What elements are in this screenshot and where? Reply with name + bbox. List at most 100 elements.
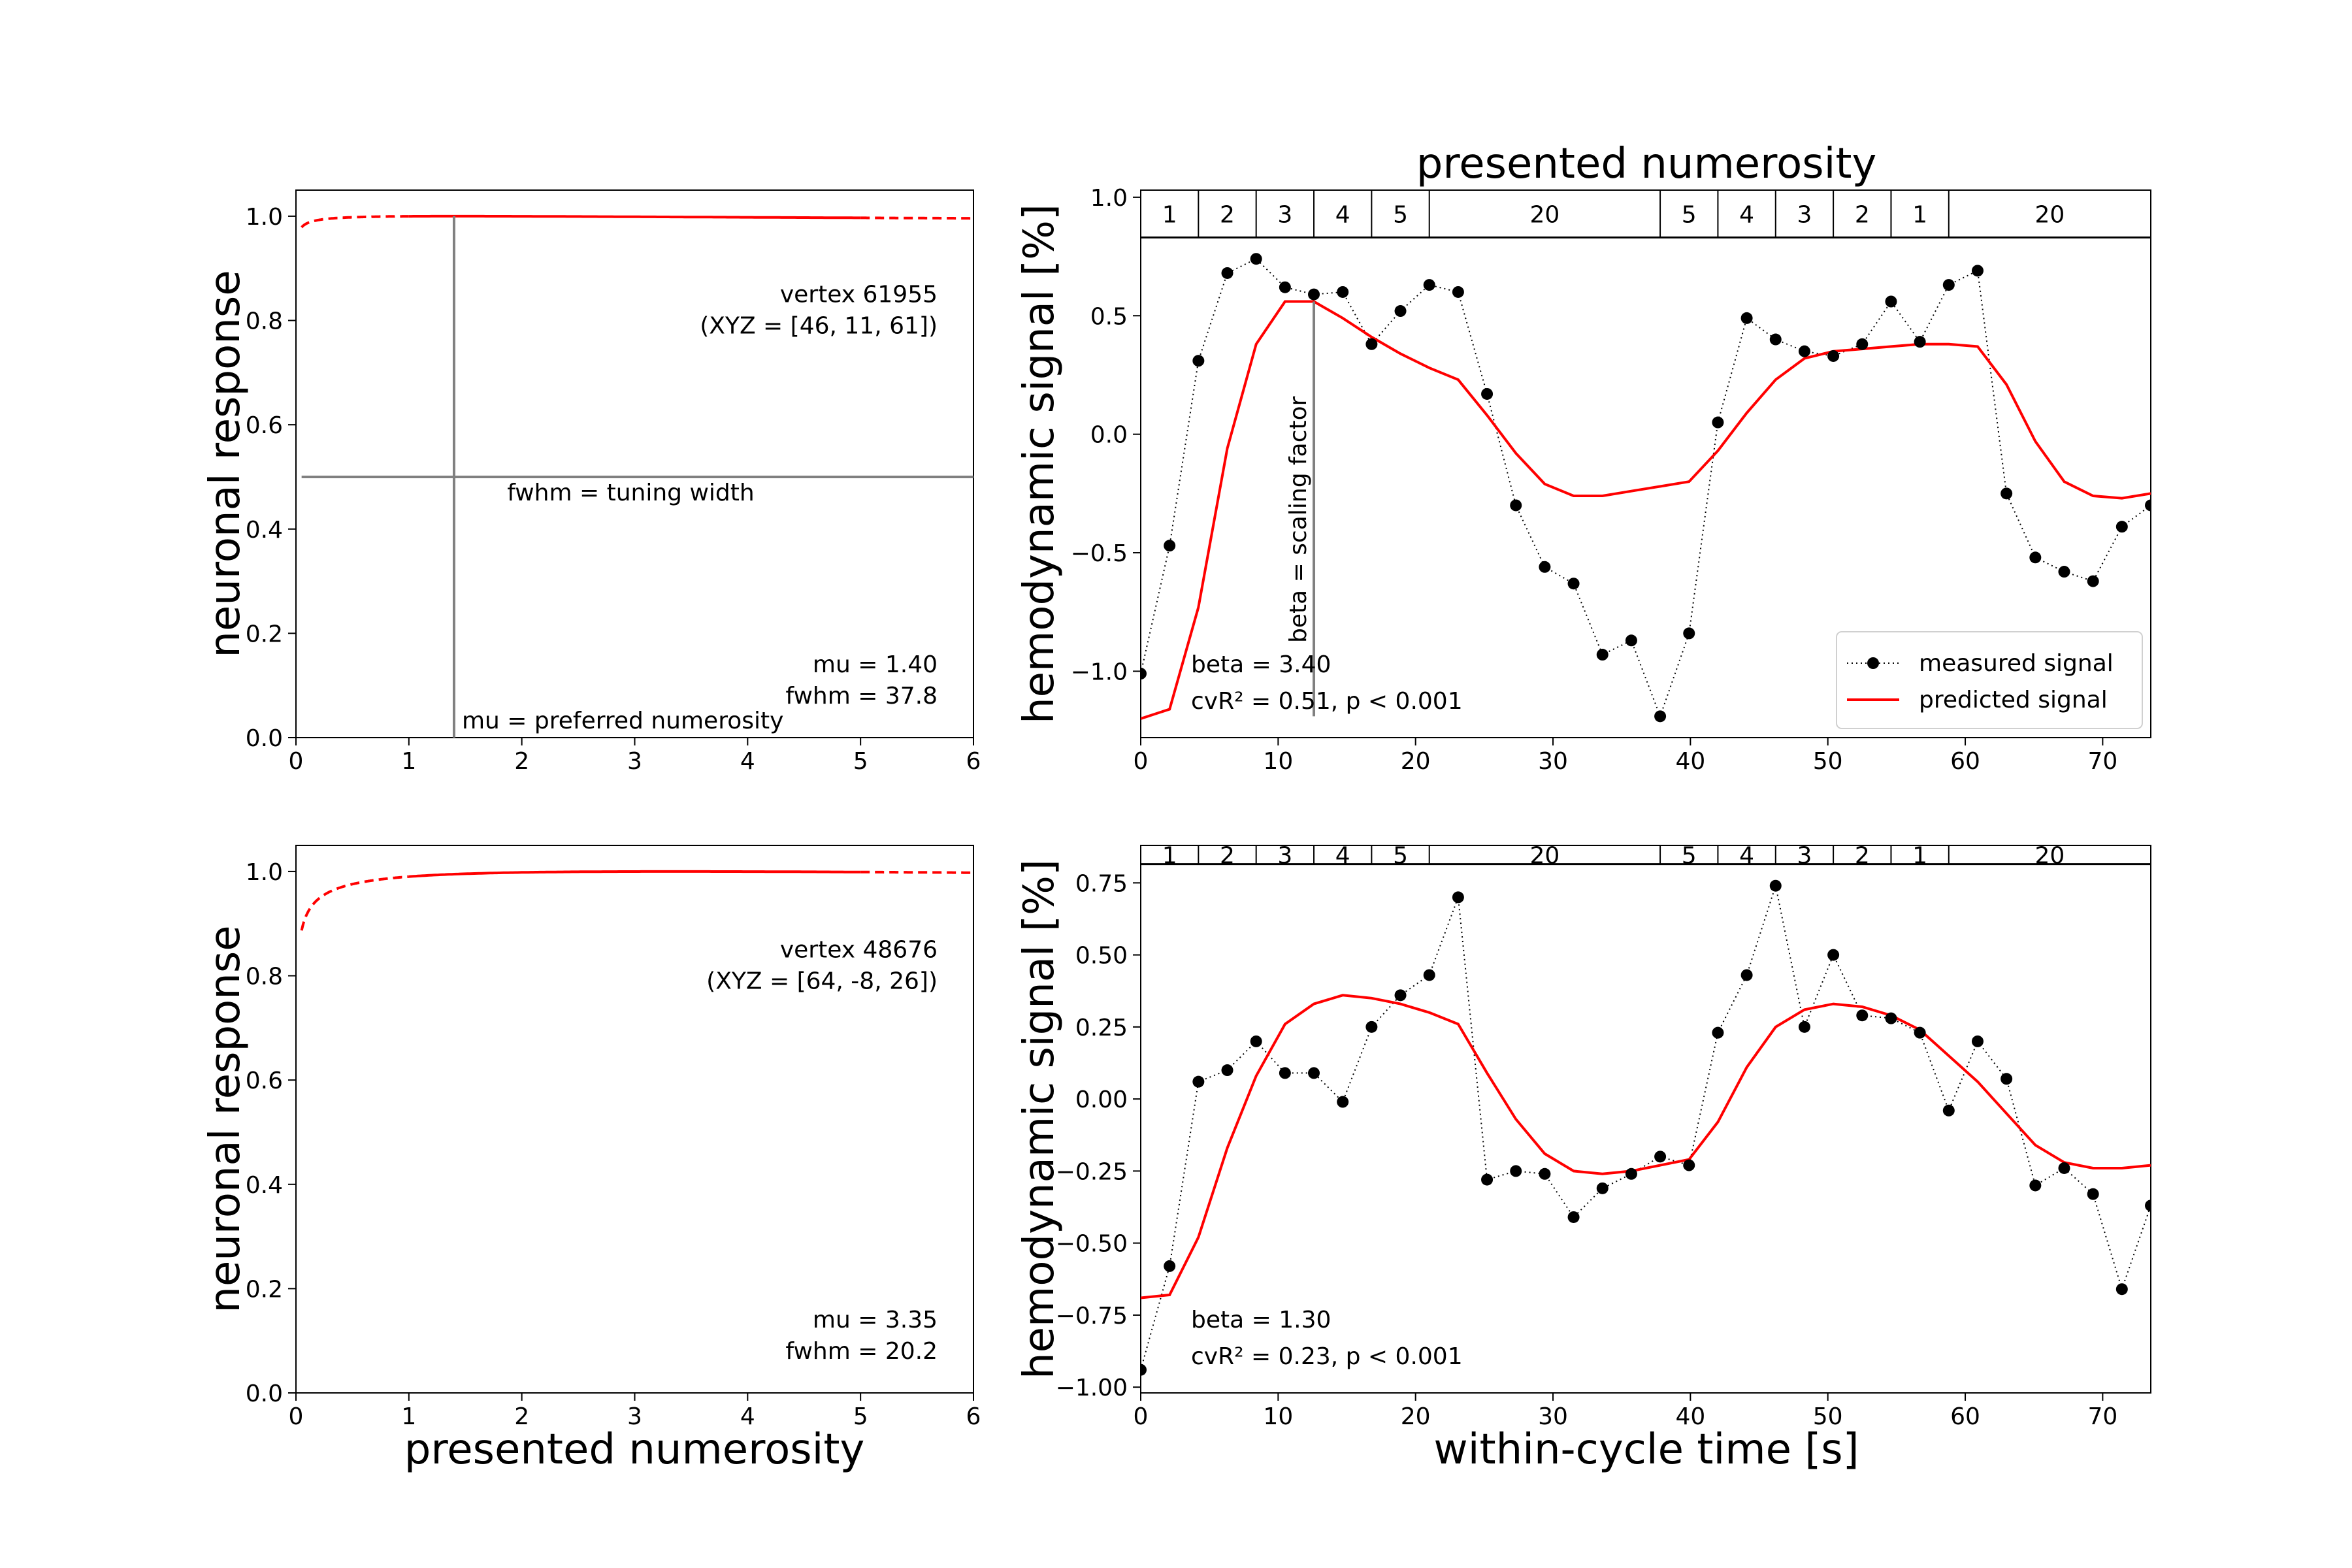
measured-point bbox=[1539, 1168, 1551, 1180]
measured-point bbox=[1625, 1168, 1637, 1180]
x-tick-label: 40 bbox=[1675, 1403, 1705, 1430]
x-tick-label: 30 bbox=[1538, 748, 1568, 775]
predicted-signal-line bbox=[1141, 994, 2151, 1299]
cvr-value: cvR² = 0.23, p < 0.001 bbox=[1191, 1343, 1463, 1370]
y-tick-label: 0.75 bbox=[1075, 870, 1128, 897]
sequence-block-label: 5 bbox=[1682, 842, 1697, 869]
x-tick-label: 3 bbox=[627, 1403, 642, 1430]
y-tick-label: 0.0 bbox=[246, 1380, 283, 1407]
measured-point bbox=[2001, 1073, 2013, 1085]
legend-box bbox=[1836, 631, 2143, 729]
measured-point bbox=[1856, 1009, 1869, 1022]
measured-point bbox=[1769, 333, 1782, 346]
fwhm-value: fwhm = 20.2 bbox=[785, 1338, 938, 1365]
sequence-block-label: 5 bbox=[1393, 201, 1408, 228]
x-tick-label: 10 bbox=[1263, 748, 1293, 775]
measured-point bbox=[2058, 1162, 2070, 1174]
x-tick-label: 5 bbox=[853, 748, 868, 775]
measured-point bbox=[1279, 1067, 1291, 1079]
legend-predicted-label: predicted signal bbox=[1919, 687, 2108, 713]
y-tick-label: 0.6 bbox=[246, 412, 283, 439]
y-tick-label: −0.75 bbox=[1056, 1303, 1128, 1330]
tuning-panel-bottom: 0.0 0.2 0.4 0.6 0.8 1.0 0 1 2 3 4 5 6 neuronal respon… bbox=[201, 845, 981, 1430]
measured-point bbox=[1221, 267, 1233, 279]
mu-value: mu = 1.40 bbox=[813, 651, 938, 678]
sequence-block-label: 3 bbox=[1797, 842, 1812, 869]
y-tick-label: 0.0 bbox=[1090, 422, 1128, 449]
signal-panel-bottom: −1.00 −0.75 −0.50 −0.25 0.00 0.25 0.50 0.75 0 10 2… bbox=[1015, 842, 2151, 1430]
sequence-block-label: 5 bbox=[1682, 201, 1697, 228]
measured-point bbox=[2145, 1200, 2151, 1212]
y-tick-label: 1.0 bbox=[246, 204, 283, 231]
x-tick-label: 0 bbox=[1134, 748, 1149, 775]
sequence-block-label: 3 bbox=[1277, 201, 1292, 228]
measured-point bbox=[2087, 1188, 2099, 1200]
sequence-block-label: 20 bbox=[2034, 201, 2065, 228]
tuning-curve-dashed bbox=[301, 215, 409, 229]
sequence-block-label: 20 bbox=[2034, 842, 2065, 869]
y-tick-label: 0.50 bbox=[1075, 943, 1128, 970]
x-tick-label: 70 bbox=[2087, 748, 2117, 775]
measured-point bbox=[2115, 1283, 2128, 1296]
mu-value: mu = 3.35 bbox=[813, 1307, 938, 1333]
beta-label: beta = scaling factor bbox=[1285, 396, 1312, 643]
measured-point bbox=[1683, 627, 1695, 640]
legend-measured-marker bbox=[1867, 657, 1879, 669]
measured-point bbox=[1221, 1064, 1233, 1077]
y-tick-label: 0.2 bbox=[246, 621, 283, 647]
y-tick-label: 0.6 bbox=[246, 1068, 283, 1094]
x-tick-label: 5 bbox=[853, 1403, 868, 1430]
x-axis-label-right: within-cycle time [s] bbox=[1433, 1426, 1859, 1474]
measured-point bbox=[1740, 969, 1753, 981]
x-tick-label: 30 bbox=[1538, 1403, 1568, 1430]
measured-point bbox=[2001, 487, 2013, 500]
x-tick-label: 70 bbox=[2087, 1403, 2117, 1430]
measured-point bbox=[1250, 253, 1262, 265]
measured-point bbox=[1914, 1026, 1926, 1039]
measured-point bbox=[1740, 312, 1753, 324]
measured-point bbox=[2029, 1179, 2042, 1192]
measured-point bbox=[1712, 1026, 1724, 1039]
tuning-curve-dashed bbox=[300, 875, 410, 931]
y-axis-label: neuronal response bbox=[201, 270, 250, 657]
measured-point bbox=[1567, 578, 1580, 590]
measured-point bbox=[1250, 1035, 1262, 1047]
sequence-block-label: 1 bbox=[1162, 201, 1177, 228]
y-tick-label: 0.8 bbox=[246, 964, 283, 990]
measured-point bbox=[1481, 387, 1494, 400]
sequence-block-label: 5 bbox=[1393, 842, 1408, 869]
sequence-block-label: 4 bbox=[1335, 201, 1350, 228]
y-tick-label: −1.00 bbox=[1056, 1375, 1128, 1401]
sequence-block-label: 2 bbox=[1855, 842, 1870, 869]
measured-point bbox=[1942, 1104, 1955, 1117]
measured-point bbox=[1596, 1182, 1609, 1194]
sequence-block-label: 2 bbox=[1220, 842, 1235, 869]
x-tick-label: 40 bbox=[1675, 748, 1705, 775]
measured-point bbox=[1394, 989, 1407, 1002]
measured-point bbox=[1914, 336, 1926, 348]
measured-point bbox=[1337, 1096, 1349, 1108]
x-tick-label: 20 bbox=[1401, 748, 1431, 775]
measured-point bbox=[1942, 279, 1955, 291]
xyz-label: (XYZ = [46, 11, 61]) bbox=[700, 312, 938, 339]
y-tick-label: −0.50 bbox=[1056, 1231, 1128, 1258]
measured-point bbox=[1141, 1364, 1147, 1376]
plot-frame bbox=[1140, 845, 2151, 1394]
y-tick-label: −0.25 bbox=[1056, 1158, 1128, 1185]
measured-point bbox=[1625, 634, 1637, 647]
x-tick-label: 2 bbox=[514, 1403, 529, 1430]
signal-traces bbox=[1141, 253, 2151, 723]
sequence-block-label: 20 bbox=[1529, 201, 1560, 228]
measured-point bbox=[1164, 1260, 1176, 1272]
measured-point bbox=[1510, 499, 1522, 512]
measured-point bbox=[1394, 305, 1407, 318]
x-tick-label: 60 bbox=[1950, 748, 1980, 775]
measured-point bbox=[1827, 350, 1840, 362]
x-tick-label: 1 bbox=[401, 748, 416, 775]
sequence-block-label: 4 bbox=[1739, 201, 1754, 228]
plot-frame bbox=[1140, 189, 2151, 738]
beta-value: beta = 1.30 bbox=[1191, 1307, 1331, 1333]
measured-point bbox=[1423, 969, 1435, 981]
measured-point bbox=[2087, 575, 2099, 587]
